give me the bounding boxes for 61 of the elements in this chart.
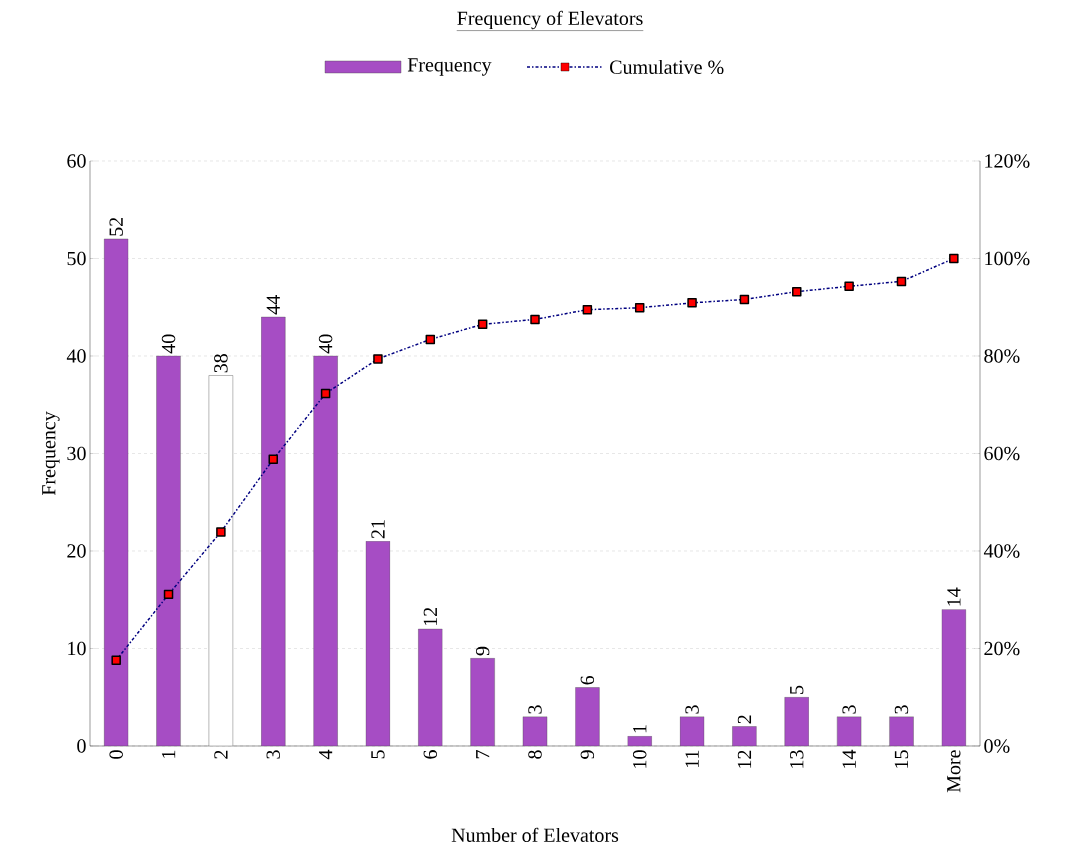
y2-tick-label: 80%	[984, 349, 1020, 363]
bar	[784, 697, 809, 746]
x-tick-label: 1	[161, 750, 176, 758]
x-tick-label: 4	[319, 749, 333, 760]
x-axis-title: Number of Elevators	[451, 827, 619, 842]
bar	[418, 628, 443, 746]
data-label: 1	[633, 725, 647, 733]
data-label: 40	[161, 334, 176, 354]
x-tick-label: 13	[790, 750, 804, 768]
y2-tick-label: 60%	[984, 446, 1020, 461]
x-tick-label: 2	[214, 750, 228, 759]
x-tick-label: 10	[632, 750, 647, 768]
x-tick-label: More	[947, 750, 961, 793]
x-tick-label: 11	[685, 750, 699, 768]
y-tick-label: 60	[67, 154, 86, 168]
data-label: 38	[214, 354, 228, 373]
y2-tick-label: 100%	[985, 251, 1030, 266]
y-tick-label: 20	[67, 544, 86, 558]
bar	[365, 541, 391, 746]
x-tick-label: 15	[894, 750, 909, 768]
x-tick-label: 3	[266, 750, 280, 759]
data-label: 5	[790, 685, 804, 694]
data-label: 40	[318, 334, 333, 354]
bar	[261, 316, 286, 746]
y-tick-label: 30	[67, 446, 86, 461]
y2-tick-label: 20%	[984, 641, 1020, 656]
y2-tick-label: 0%	[984, 739, 1010, 753]
data-label: 14	[947, 587, 961, 606]
data-label: 9	[475, 646, 490, 656]
data-label: 3	[685, 705, 699, 714]
data-label: 44	[266, 295, 280, 315]
x-tick-label: 7	[476, 750, 490, 759]
bar	[575, 687, 600, 746]
data-label: 12	[423, 607, 437, 626]
x-tick-label: 5	[371, 750, 385, 759]
y-tick-label: 10	[68, 641, 86, 656]
bar	[732, 726, 757, 746]
x-tick-label: 8	[528, 750, 542, 759]
data-label: 6	[580, 675, 595, 685]
x-tick-label: 0	[109, 750, 123, 759]
y-tick-label: 40	[66, 349, 86, 363]
bar	[627, 736, 652, 746]
data-label: 52	[109, 217, 123, 236]
x-tick-label: 6	[423, 750, 438, 759]
bar	[941, 609, 967, 746]
x-tick-label: 9	[580, 750, 595, 759]
legend-label: Frequency	[407, 58, 492, 76]
x-tick-label: 14	[842, 749, 856, 768]
x-tick-label: 12	[737, 750, 752, 768]
y2-tick-label: 40%	[983, 544, 1020, 558]
data-label: 2	[737, 715, 752, 724]
y-axis-title: Frequency	[42, 411, 60, 496]
data-label: 3	[842, 705, 856, 714]
bar	[313, 355, 338, 746]
y-tick-label: 50	[67, 251, 86, 266]
legend-label: Cumulative %	[610, 59, 724, 75]
chart-title: Frequency of Elevators	[457, 10, 643, 30]
y2-tick-label: 120%	[985, 154, 1030, 168]
data-label: 3	[528, 705, 542, 714]
data-label: 3	[894, 705, 909, 714]
data-label: 21	[371, 520, 385, 539]
